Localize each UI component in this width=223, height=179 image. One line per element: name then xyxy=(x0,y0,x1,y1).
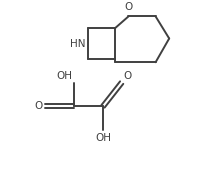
Text: OH: OH xyxy=(95,133,111,143)
Text: O: O xyxy=(123,71,132,81)
Text: O: O xyxy=(35,101,43,111)
Text: O: O xyxy=(124,2,133,12)
Text: OH: OH xyxy=(56,71,72,81)
Text: HN: HN xyxy=(70,38,85,49)
